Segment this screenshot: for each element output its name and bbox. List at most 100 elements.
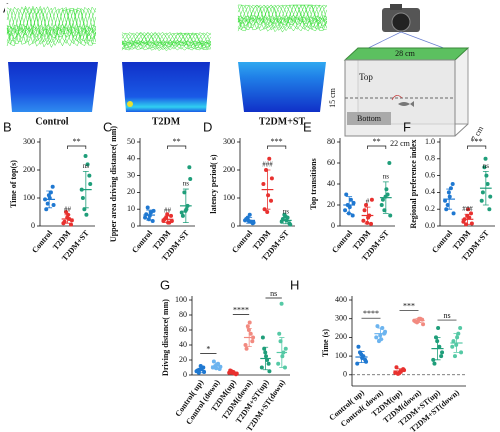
y-axis-label: Driving distance( mm) [161,299,170,376]
y-axis-label: Top transitions [309,158,318,210]
bracket [67,145,87,149]
data-point [488,194,493,199]
y-tick-label: 80 [327,137,335,146]
data-point [480,190,485,195]
error-bar [246,328,252,347]
data-point [436,326,441,331]
data-point [351,200,356,205]
data-point [80,196,85,200]
heatmap [238,62,326,112]
data-point [440,350,445,355]
y-tick-label: 40 [327,179,335,188]
error-bar [230,370,236,375]
data-point [348,197,353,202]
y-tick-label: 0.8 [425,154,435,163]
error-bar [279,337,285,368]
panel-letter: B [3,119,12,134]
y-tick-label: 40 [179,340,187,349]
data-point [243,343,248,347]
track [121,31,211,49]
data-point [387,161,392,165]
error-bar [482,171,489,206]
data-point [261,182,266,186]
significance-label: ### [462,205,473,213]
y-tick-label: 200 [223,165,235,174]
panel-letter: C [103,119,112,134]
data-point [188,176,193,181]
group-label: T2DM [152,116,181,127]
data-point [211,359,216,364]
data-point [483,156,488,161]
data-point [259,365,264,370]
data-point [198,364,203,368]
data-point [250,339,255,344]
data-point [451,211,456,216]
bracket [167,145,187,149]
significance-label: ns [383,173,390,181]
data-point [288,222,293,227]
y-tick-label: 40 [127,154,135,163]
data-point [150,218,155,223]
panel-letter: D [203,119,212,134]
data-point [151,208,156,213]
y-tick-label: 300 [23,137,35,146]
y-tick-label: 100 [175,295,187,304]
bracket [367,145,387,149]
data-point [180,213,185,218]
x-tick-label: Control [330,228,354,255]
data-point [343,208,348,213]
y-tick-label: 20 [327,200,335,209]
data-point [383,329,388,334]
data-point [380,197,385,202]
y-tick-label: 300 [223,137,235,146]
data-point [234,371,239,376]
track [6,7,97,47]
data-point [279,301,284,306]
track [6,6,97,45]
data-point [64,210,69,214]
track [121,31,212,50]
track [237,4,327,31]
y-tick-label: 100 [335,351,347,360]
data-point [247,320,252,325]
significance-label: ### [262,161,273,169]
data-point [179,210,184,215]
data-point [384,187,389,192]
bracket [267,145,287,149]
significance-label: ns [483,162,490,170]
data-point [482,165,487,170]
significance-label: ns [283,208,290,216]
significance-label: ns [183,180,190,188]
group-label: Control [35,116,68,127]
data-point [379,203,384,207]
data-point [277,331,282,336]
y-tick-label: 100 [223,193,235,202]
track [238,4,328,30]
data-point [182,190,187,195]
data-point [437,344,442,349]
track [121,31,211,50]
track [237,4,328,30]
data-point [145,205,150,210]
x-tick-label: Control [230,228,254,255]
data-point [245,324,250,329]
tank-diagram: 28 cm 15 cm 22 cm 7 cm Top Bottom [328,4,486,148]
data-point [366,215,371,220]
y-tick-label: 200 [23,165,35,174]
data-point [452,354,457,359]
data-point [244,346,249,351]
data-point [251,220,256,225]
data-point [484,173,489,178]
y-tick-label: 0 [331,221,335,230]
data-point [260,335,265,340]
y-tick-label: 20 [179,355,187,364]
y-tick-label: 300 [335,314,347,323]
panel-letter: F [403,119,411,134]
error-bar [82,171,89,209]
data-point [87,173,92,178]
data-point [355,361,360,366]
significance-label: ns [443,311,450,320]
data-point [388,213,393,218]
significance-label: ** [373,137,381,146]
